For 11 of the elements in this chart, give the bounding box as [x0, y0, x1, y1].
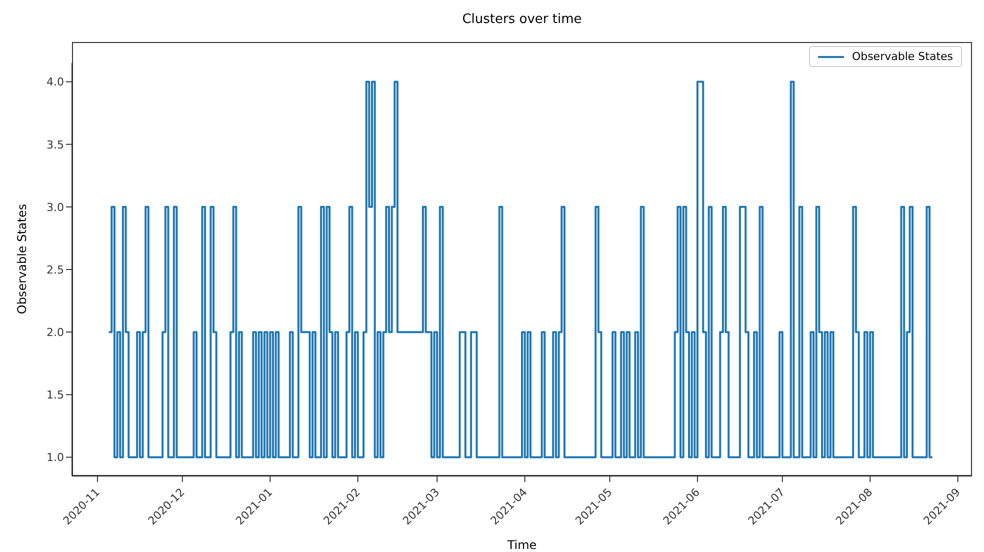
y-tick-label: 3.0: [46, 200, 64, 214]
chart-title: Clusters over time: [461, 12, 583, 27]
legend-label: Observable States: [852, 50, 953, 63]
y-axis-title: Observable States: [15, 204, 29, 314]
y-tick-label: 2.5: [46, 263, 64, 276]
y-tick-label: 4.0: [46, 76, 64, 89]
y-tick-label: 2.0: [46, 326, 64, 339]
y-tick-label: 1.0: [46, 451, 64, 464]
y-tick-label: 1.5: [46, 388, 64, 402]
y-tick-label: 3.5: [46, 138, 64, 152]
x-axis-title: Time: [506, 538, 538, 552]
